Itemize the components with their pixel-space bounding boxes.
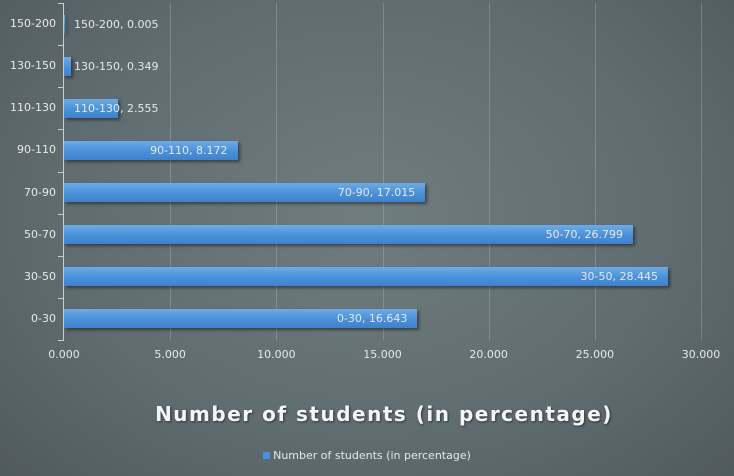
y-tick-label: 50-70 bbox=[24, 227, 56, 241]
data-label: 150-200, 0.005 bbox=[74, 17, 159, 31]
bar-110-130 bbox=[64, 98, 119, 118]
y-tick bbox=[58, 255, 64, 257]
y-tick bbox=[58, 87, 64, 89]
bar-30-50 bbox=[64, 267, 668, 287]
y-tick-label: 110-130 bbox=[10, 101, 56, 115]
data-label: 30-50, 28.445 bbox=[580, 270, 658, 284]
legend: Number of students (in percentage) bbox=[0, 449, 734, 462]
bar-150-200 bbox=[64, 14, 65, 34]
x-tick-label: 30.000 bbox=[681, 348, 721, 361]
y-tick-label: 0-30 bbox=[31, 311, 56, 325]
y-tick bbox=[58, 297, 64, 299]
legend-swatch-icon bbox=[263, 452, 271, 459]
y-tick-label: 130-150 bbox=[10, 59, 56, 73]
y-tick-label: 30-50 bbox=[24, 269, 56, 283]
x-tick-label: 10.000 bbox=[257, 348, 296, 361]
y-tick-label: 150-200 bbox=[10, 17, 56, 31]
chart-title: Number of students (in percentage) bbox=[155, 402, 613, 426]
y-tick-label: 90-110 bbox=[17, 143, 56, 157]
data-label: 50-70, 26.799 bbox=[545, 228, 624, 242]
bar-130-150 bbox=[64, 56, 72, 76]
data-label: 130-150, 0.349 bbox=[74, 59, 159, 73]
data-label: 70-90, 17.015 bbox=[337, 186, 416, 200]
x-tick-label: 20.000 bbox=[469, 348, 508, 361]
legend-label: Number of students (in percentage) bbox=[273, 449, 471, 462]
gridline bbox=[701, 3, 702, 340]
gridline bbox=[594, 3, 596, 340]
plot-area bbox=[64, 3, 702, 340]
bar-50-70 bbox=[64, 225, 634, 245]
bar-0-30 bbox=[64, 309, 418, 329]
gridline bbox=[382, 3, 384, 340]
y-tick bbox=[58, 213, 64, 215]
x-tick-label: 0.000 bbox=[48, 348, 80, 361]
data-label: 110-130, 2.555 bbox=[74, 101, 159, 115]
data-label: 0-30, 16.643 bbox=[336, 312, 408, 326]
y-tick-label: 70-90 bbox=[24, 185, 56, 199]
x-tick-label: 15.000 bbox=[363, 348, 402, 361]
y-tick bbox=[58, 3, 64, 4]
x-tick-label: 5.000 bbox=[154, 348, 186, 361]
bar-70-90 bbox=[64, 183, 426, 203]
gridline bbox=[276, 3, 278, 340]
y-tick bbox=[58, 45, 64, 47]
y-tick bbox=[58, 171, 64, 173]
y-tick bbox=[58, 340, 64, 341]
gridline bbox=[170, 3, 172, 340]
data-label: 90-110, 8.172 bbox=[150, 143, 228, 157]
gridline bbox=[488, 3, 490, 340]
y-tick bbox=[58, 129, 64, 131]
bar-90-110 bbox=[64, 140, 238, 160]
x-tick-label: 25.000 bbox=[575, 348, 615, 361]
